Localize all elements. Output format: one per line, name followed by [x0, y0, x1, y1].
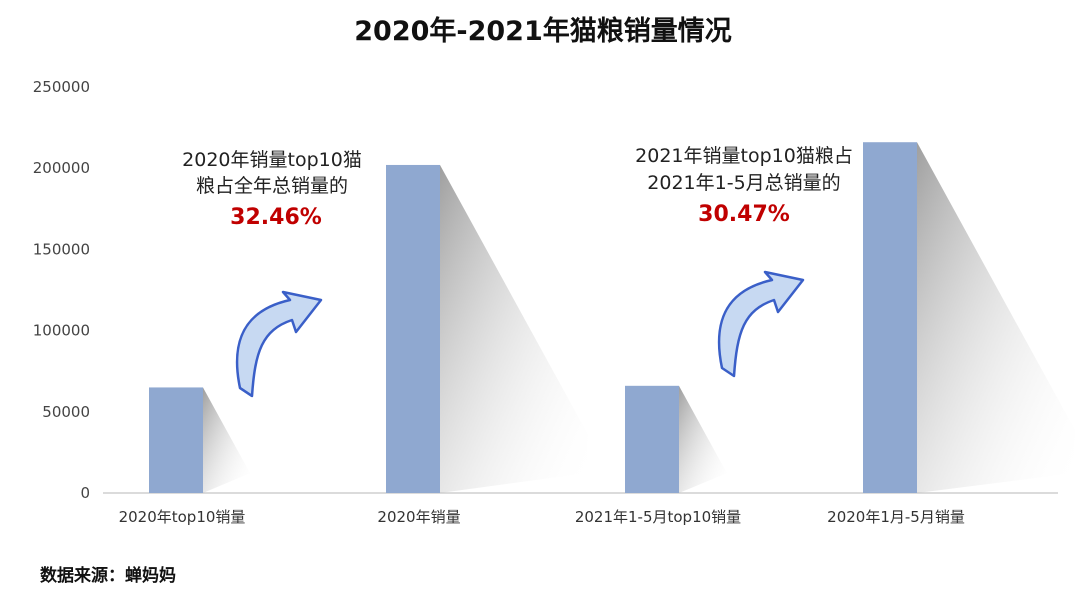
curved-arrow-icon [717, 270, 805, 378]
annotation-2-line2: 2021年1-5月总销量的 [647, 172, 840, 194]
annotation-2-line1: 2021年销量top10猫粮占 [635, 145, 853, 167]
x-axis: 2020年top10销量 2020年销量 2021年1-5月top10销量 2020年… [119, 508, 965, 526]
bar-shadow [203, 387, 251, 493]
x-tick-label: 2021年1-5月top10销量 [575, 508, 741, 526]
bar-shadow [917, 142, 1075, 493]
x-tick-label: 2020年销量 [377, 508, 460, 526]
bar [863, 142, 917, 493]
bar [625, 385, 679, 493]
x-tick-label: 2020年1月-5月销量 [827, 508, 965, 526]
curved-arrow-icon [235, 290, 323, 398]
x-tick-label: 2020年top10销量 [119, 508, 246, 526]
bars [149, 142, 917, 493]
y-tick-label: 250000 [33, 78, 90, 96]
y-tick-label: 150000 [33, 240, 90, 258]
chart-title: 2020年-2021年猫粮销量情况 [354, 15, 732, 47]
bar [386, 164, 440, 493]
bar-shadow [679, 385, 728, 493]
annotation-1-line1: 2020年销量top10猫 [182, 149, 362, 171]
annotation-2-percent: 30.47% [698, 202, 790, 227]
y-tick-label: 100000 [33, 322, 90, 340]
annotation-1-line2: 粮占全年总销量的 [196, 175, 348, 197]
y-axis: 250000 200000 150000 100000 50000 0 [33, 78, 90, 502]
annotation-1-percent: 32.46% [230, 205, 322, 230]
data-source: 数据来源：蝉妈妈 [40, 565, 176, 586]
bar-shadow [440, 164, 588, 493]
y-tick-label: 0 [80, 484, 90, 502]
bar-shadows [203, 142, 1075, 493]
bar [149, 387, 203, 493]
y-tick-label: 200000 [33, 159, 90, 177]
y-tick-label: 50000 [42, 403, 90, 421]
